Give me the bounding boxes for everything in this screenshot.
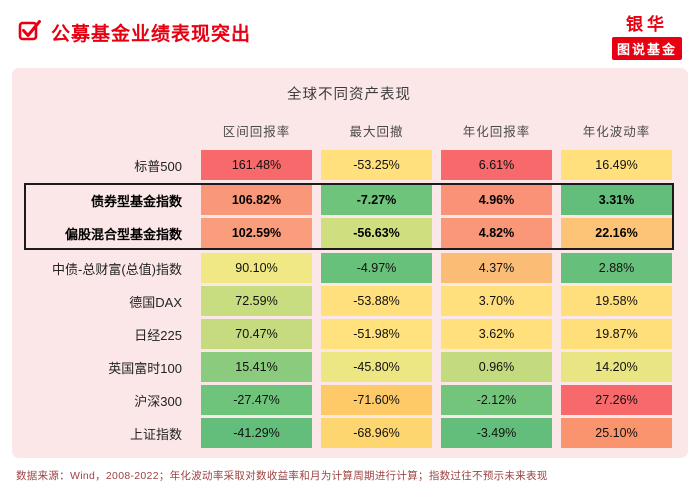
- heatmap-cell: 70.47%: [201, 319, 312, 349]
- heatmap-cell: -56.63%: [321, 218, 432, 248]
- row-label: 中债-总财富(总值)指数: [52, 261, 182, 277]
- heatmap-cell: -71.60%: [321, 385, 432, 415]
- heatmap-cell: 3.62%: [441, 319, 552, 349]
- heatmap-cell: -2.12%: [441, 385, 552, 415]
- heatmap-cell: 0.96%: [441, 352, 552, 382]
- table-row: 上证指数 -41.29% -68.96% -3.49% 25.10%: [26, 418, 672, 448]
- table-row: 债券型基金指数 106.82% -7.27% 4.96% 3.31%: [26, 185, 672, 215]
- table-row: 偏股混合型基金指数 102.59% -56.63% 4.82% 22.16%: [26, 218, 672, 248]
- heatmap-cell: 3.70%: [441, 286, 552, 316]
- card-title: 全球不同资产表现: [287, 87, 411, 103]
- heatmap-cell: 90.10%: [201, 253, 312, 283]
- checked-checkbox-icon: [18, 18, 42, 47]
- heatmap-cell: 2.88%: [561, 253, 672, 283]
- heatmap-cell: 15.41%: [201, 352, 312, 382]
- table-row: 日经225 70.47% -51.98% 3.62% 19.87%: [26, 319, 672, 349]
- brand-series-badge: 图说基金: [611, 37, 682, 60]
- heatmap-cell: -53.88%: [321, 286, 432, 316]
- heatmap-cell: -27.47%: [201, 385, 312, 415]
- heatmap-cell: 25.10%: [561, 418, 672, 448]
- heatmap-cell: 4.96%: [441, 185, 552, 215]
- row-label: 上证指数: [129, 426, 182, 442]
- heatmap-cell: -68.96%: [321, 418, 432, 448]
- heatmap-cell: 16.49%: [561, 150, 672, 180]
- heatmap-cell: 22.16%: [561, 218, 672, 248]
- page-title: 公募基金业绩表现突出: [51, 24, 252, 45]
- heatmap-cell: 106.82%: [201, 185, 312, 215]
- table-row: 英国富时100 15.41% -45.80% 0.96% 14.20%: [26, 352, 672, 382]
- brand-logo: 银华 图说基金: [611, 10, 682, 60]
- table-row: 中债-总财富(总值)指数 90.10% -4.97% 4.37% 2.88%: [26, 253, 672, 283]
- column-header: 年化波动率: [582, 124, 651, 139]
- brand-name: 银华: [625, 15, 668, 34]
- table-header-row: 区间回报率 最大回撤 年化回报率 年化波动率: [26, 118, 672, 142]
- heatmap-table: 区间回报率 最大回撤 年化回报率 年化波动率标普500 161.48% -53.25% 6.…: [24, 118, 674, 448]
- column-header: 区间回报率: [222, 124, 291, 139]
- heatmap-cell: -53.25%: [321, 150, 432, 180]
- highlight-box: 债券型基金指数 106.82% -7.27% 4.96% 3.31% 偏股混合型基金指数 1…: [24, 183, 674, 250]
- heatmap-cell: 3.31%: [561, 185, 672, 215]
- heatmap-cell: 161.48%: [201, 150, 312, 180]
- heatmap-cell: -41.29%: [201, 418, 312, 448]
- header: 公募基金业绩表现突出 银华 图说基金: [0, 0, 700, 62]
- heatmap-cell: 19.58%: [561, 286, 672, 316]
- footnote: 数据来源：Wind，2008-2022；年化波动率采取对数收益率和月为计算周期进…: [16, 470, 548, 482]
- column-header: 最大回撤: [349, 124, 404, 139]
- row-label: 英国富时100: [108, 360, 182, 376]
- heatmap-cell: -51.98%: [321, 319, 432, 349]
- heatmap-cell: 6.61%: [441, 150, 552, 180]
- heatmap-cell: -7.27%: [321, 185, 432, 215]
- row-label: 偏股混合型基金指数: [64, 226, 182, 242]
- row-label: 日经225: [134, 327, 182, 343]
- heatmap-cell: -4.97%: [321, 253, 432, 283]
- heatmap-cell: 14.20%: [561, 352, 672, 382]
- title-group: 公募基金业绩表现突出: [18, 18, 251, 47]
- row-label: 债券型基金指数: [90, 193, 182, 209]
- heatmap-cell: 72.59%: [201, 286, 312, 316]
- heatmap-cell: -45.80%: [321, 352, 432, 382]
- row-label: 德国DAX: [129, 294, 182, 310]
- heatmap-cell: -3.49%: [441, 418, 552, 448]
- table-row: 标普500 161.48% -53.25% 6.61% 16.49%: [26, 150, 672, 180]
- row-label: 标普500: [134, 158, 182, 174]
- heatmap-cell: 19.87%: [561, 319, 672, 349]
- asset-performance-card: 全球不同资产表现 区间回报率 最大回撤 年化回报率 年化波动率标普500 161.48%…: [12, 68, 688, 458]
- heatmap-cell: 4.82%: [441, 218, 552, 248]
- column-header: 年化回报率: [462, 124, 531, 139]
- row-label: 沪深300: [134, 393, 182, 409]
- heatmap-cell: 27.26%: [561, 385, 672, 415]
- heatmap-cell: 4.37%: [441, 253, 552, 283]
- table-row: 德国DAX 72.59% -53.88% 3.70% 19.58%: [26, 286, 672, 316]
- heatmap-cell: 102.59%: [201, 218, 312, 248]
- table-row: 沪深300 -27.47% -71.60% -2.12% 27.26%: [26, 385, 672, 415]
